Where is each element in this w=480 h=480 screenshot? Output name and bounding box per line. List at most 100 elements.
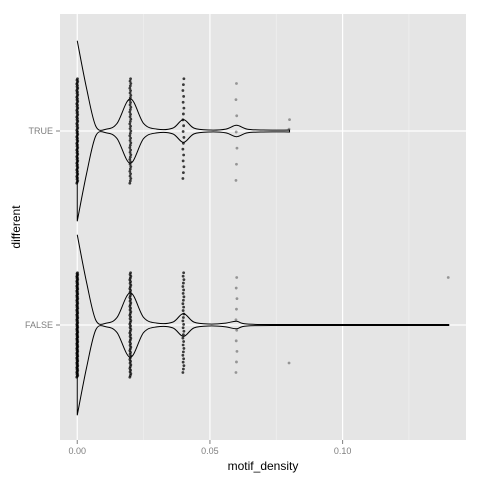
data-point xyxy=(181,130,185,133)
minor-gridlines xyxy=(143,14,410,440)
data-point xyxy=(182,295,186,299)
data-point xyxy=(128,103,132,107)
data-point xyxy=(129,112,132,116)
data-point xyxy=(235,114,239,118)
data-point xyxy=(129,136,132,140)
x-axis-title: motif_density xyxy=(228,459,299,473)
data-point xyxy=(235,328,239,332)
data-point xyxy=(128,86,132,90)
data-point xyxy=(128,115,132,119)
data-point xyxy=(129,93,133,97)
data-point xyxy=(182,271,186,275)
violins xyxy=(76,40,450,416)
data-point xyxy=(129,89,132,93)
data-point xyxy=(234,371,238,374)
data-point xyxy=(182,347,186,350)
y-tick-label: FALSE xyxy=(25,320,53,330)
data-point xyxy=(128,127,132,131)
data-point xyxy=(181,100,185,104)
data-point xyxy=(129,105,133,109)
data-point xyxy=(181,274,185,278)
x-tick-label: 0.05 xyxy=(201,446,219,456)
data-point xyxy=(235,297,239,301)
data-point xyxy=(235,162,238,166)
violin-true xyxy=(76,40,291,222)
data-point xyxy=(181,171,185,175)
data-point xyxy=(181,112,185,116)
y-axis-title: different xyxy=(9,205,23,249)
data-point xyxy=(288,118,291,121)
data-point xyxy=(128,155,132,159)
data-point xyxy=(182,329,186,333)
data-point xyxy=(234,286,238,290)
data-point xyxy=(234,130,238,134)
x-tick-label: 0.10 xyxy=(334,446,352,456)
data-point xyxy=(181,316,185,319)
x-tick-label: 0.00 xyxy=(68,446,86,456)
data-point xyxy=(182,288,186,292)
data-point xyxy=(128,181,132,185)
data-point xyxy=(76,77,79,81)
data-point xyxy=(129,271,132,275)
data-point xyxy=(128,122,132,126)
data-point xyxy=(128,158,132,161)
data-point xyxy=(235,276,239,279)
data-point xyxy=(182,305,186,309)
data-point xyxy=(128,150,132,154)
data-point xyxy=(181,83,185,87)
data-point xyxy=(181,298,185,302)
data-point xyxy=(182,357,186,361)
data-point xyxy=(182,322,186,326)
data-point xyxy=(235,360,238,364)
data-point xyxy=(181,371,185,374)
data-point xyxy=(181,319,185,323)
data-point xyxy=(181,350,185,354)
data-point xyxy=(128,84,132,88)
data-point xyxy=(234,98,238,102)
data-point xyxy=(182,124,186,128)
y-tick-label: TRUE xyxy=(29,126,54,136)
data-point xyxy=(446,276,450,279)
data-point xyxy=(181,353,185,357)
data-point xyxy=(128,110,132,114)
data-point xyxy=(181,89,185,92)
data-point xyxy=(182,106,186,110)
data-point xyxy=(181,302,185,306)
data-point xyxy=(129,165,133,169)
data-point xyxy=(76,271,79,275)
data-point xyxy=(235,146,239,150)
data-point xyxy=(181,291,185,295)
data-point xyxy=(181,333,185,337)
data-point xyxy=(181,336,185,340)
data-point xyxy=(129,101,132,104)
data-point xyxy=(235,307,238,311)
data-point xyxy=(182,136,186,139)
data-point xyxy=(129,148,132,152)
data-point xyxy=(235,82,238,85)
data-point xyxy=(129,172,132,176)
data-point xyxy=(235,349,239,353)
data-point xyxy=(129,153,133,157)
data-point xyxy=(181,285,185,288)
data-point xyxy=(128,91,132,95)
data-point xyxy=(129,124,132,128)
data-point xyxy=(181,159,185,163)
data-point xyxy=(181,326,185,330)
data-point xyxy=(128,134,132,138)
data-point xyxy=(128,139,132,142)
plot-panel xyxy=(60,14,466,440)
data-point xyxy=(181,309,185,312)
data-point xyxy=(128,108,132,112)
data-point xyxy=(182,278,186,282)
data-point xyxy=(287,361,291,365)
data-point xyxy=(182,153,186,157)
data-point xyxy=(129,82,133,85)
data-point xyxy=(129,117,133,121)
data-point xyxy=(128,174,132,178)
data-point xyxy=(182,94,186,98)
data-point xyxy=(128,131,132,135)
data-point xyxy=(181,343,185,347)
data-point xyxy=(181,177,185,180)
data-point xyxy=(181,360,185,364)
